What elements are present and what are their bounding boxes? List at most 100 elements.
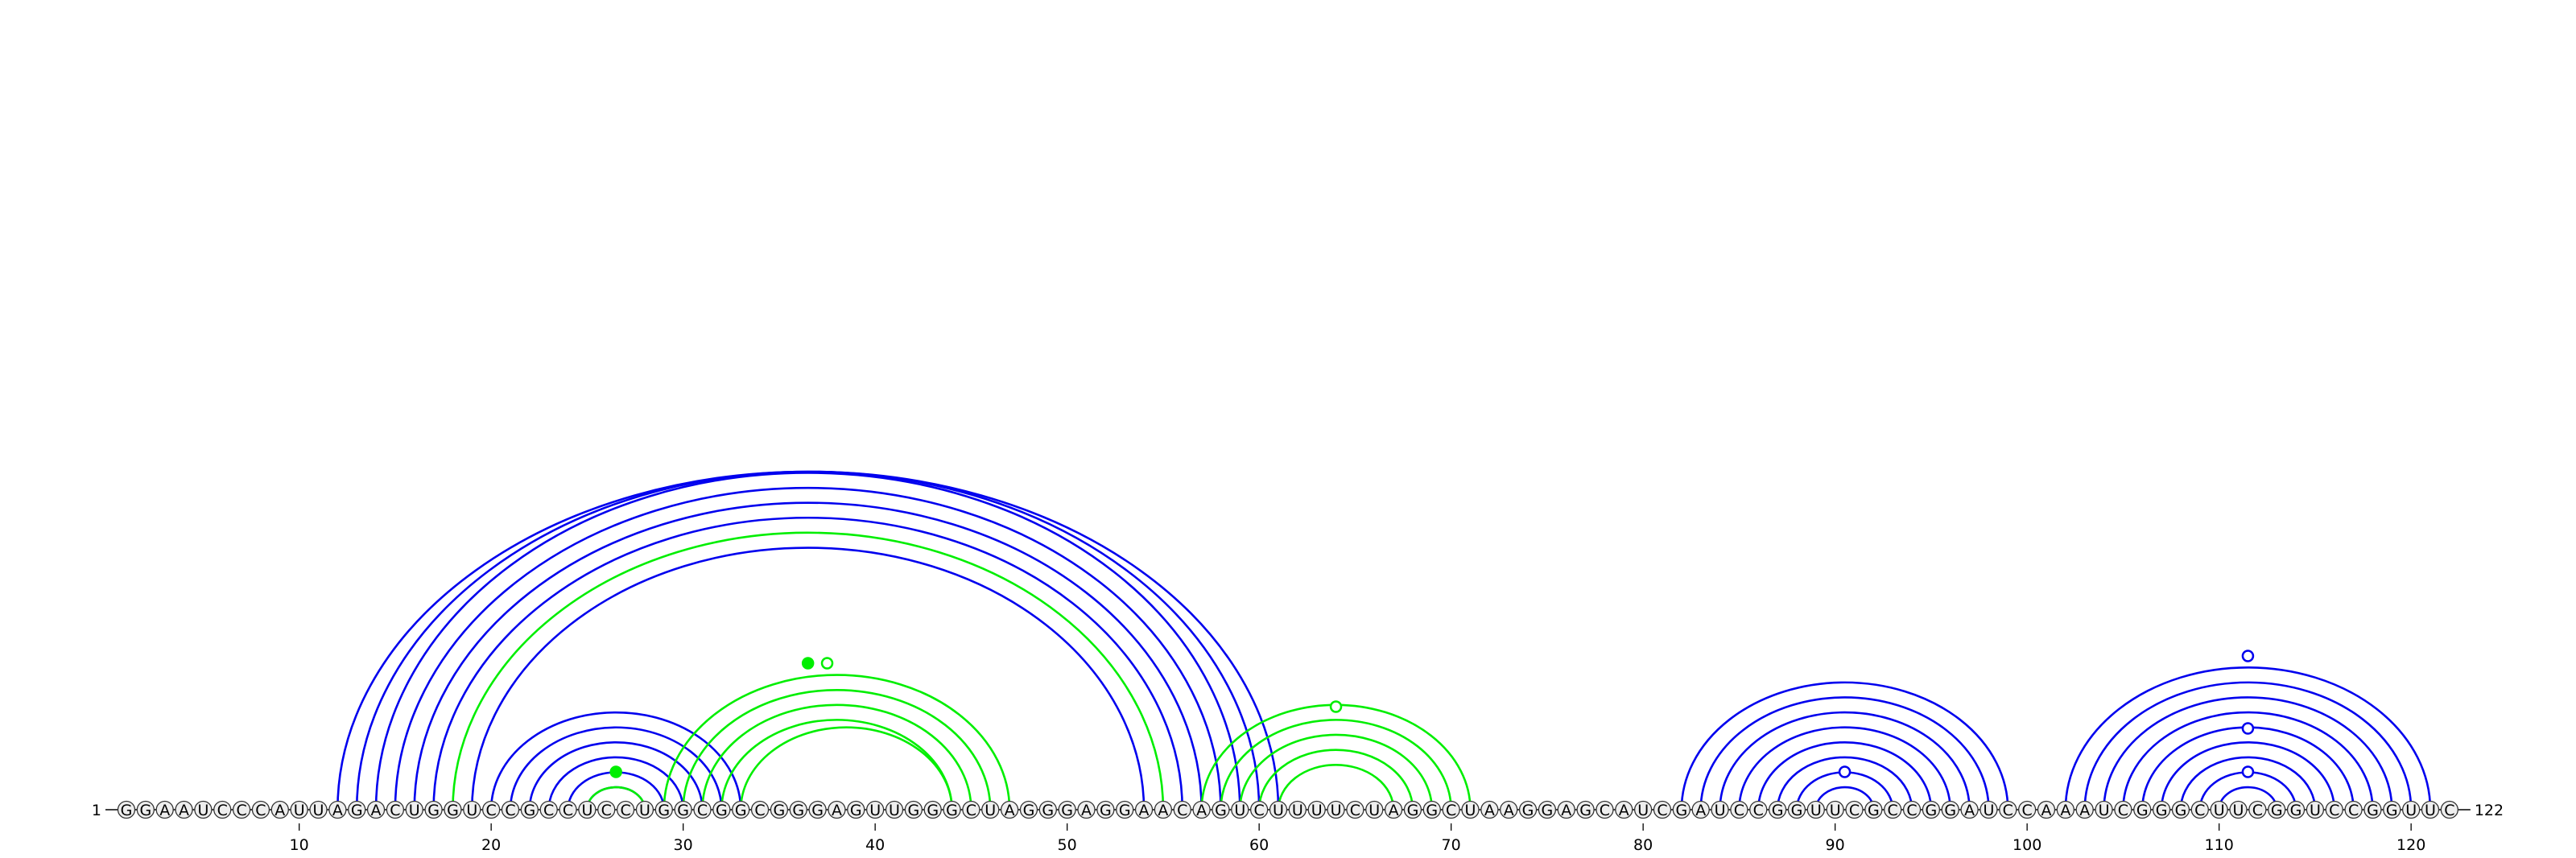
nucleotide-letter: A xyxy=(1139,802,1150,819)
nucleotide: G xyxy=(770,800,789,819)
nucleotide-circle xyxy=(1000,800,1019,819)
nucleotide-circle xyxy=(2363,800,2382,819)
base-pair-arc xyxy=(509,726,723,811)
nucleotide-letter: G xyxy=(1675,802,1687,819)
nucleotide-circle xyxy=(2114,800,2132,819)
base-pair-arc xyxy=(2160,740,2336,811)
nucleotide-circle xyxy=(1596,800,1614,819)
nucleotide: U xyxy=(578,800,597,819)
nucleotide: A xyxy=(828,800,846,819)
base-pair-arc xyxy=(413,501,1203,811)
nucleotide-circle xyxy=(1653,800,1672,819)
nucleotide-circle xyxy=(366,800,386,819)
nucleotide-circle xyxy=(463,800,481,819)
nucleotide-letter: C xyxy=(1753,802,1764,819)
tick-label: 50 xyxy=(1058,836,1077,854)
base-pair-arc xyxy=(682,688,992,811)
nucleotide: C xyxy=(750,800,770,819)
nucleotide-circle xyxy=(1231,800,1249,819)
nucleotide: U xyxy=(1461,800,1480,819)
base-pair-arc xyxy=(2103,696,2393,811)
tick-label: 40 xyxy=(865,836,885,854)
arc-marker xyxy=(2241,765,2255,778)
nucleotide-circle xyxy=(1077,800,1096,819)
nucleotide-letter: C xyxy=(543,802,554,819)
nucleotide-letter: A xyxy=(275,802,285,819)
nucleotide-circle xyxy=(654,800,673,819)
nucleotide-letter: G xyxy=(1791,802,1803,819)
nucleotide: G xyxy=(1058,800,1076,819)
nucleotide: G xyxy=(732,800,750,819)
nucleotide-circle xyxy=(1999,800,2017,819)
nucleotide-letter: G xyxy=(2136,802,2149,819)
nucleotide-circle xyxy=(943,800,961,819)
nucleotide: C xyxy=(1173,800,1191,819)
nucleotide-letter: C xyxy=(2118,802,2128,819)
nucleotide-letter: A xyxy=(2041,802,2052,819)
nucleotide-circle xyxy=(1038,800,1057,819)
nucleotide-circle xyxy=(1902,800,1922,819)
nucleotide-letter: A xyxy=(1196,802,1207,819)
nucleotide: U xyxy=(981,800,1000,819)
nucleotide: U xyxy=(2095,800,2113,819)
base-pair-arc xyxy=(1757,740,1933,811)
nucleotide: A xyxy=(1615,800,1633,819)
base-pair-arc xyxy=(1699,696,1990,811)
nucleotide-letter: C xyxy=(966,802,976,819)
nucleotide-letter: C xyxy=(1888,802,1898,819)
nucleotide-letter: G xyxy=(927,802,939,819)
nucleotide-letter: G xyxy=(1542,802,1554,819)
nucleotide-circle xyxy=(270,800,289,819)
nucleotide-circle xyxy=(616,800,635,819)
nucleotide-letter: U xyxy=(1637,802,1649,819)
nucleotide: C xyxy=(386,800,405,819)
nucleotide-letter: G xyxy=(2290,802,2302,819)
nucleotide: G xyxy=(2363,800,2382,819)
nucleotide: U xyxy=(1826,800,1844,819)
nucleotide-letter: G xyxy=(658,802,670,819)
nucleotide-letter: G xyxy=(1215,802,1227,819)
nucleotide-letter: C xyxy=(217,802,228,819)
base-pair-arc xyxy=(528,740,704,811)
base-pair-arc xyxy=(1738,726,1952,811)
nucleotide: C xyxy=(1442,800,1460,819)
nucleotide-letter: C xyxy=(1734,802,1744,819)
nucleotide-letter: G xyxy=(1023,802,1035,819)
nucleotide-circle xyxy=(1518,800,1538,819)
nucleotide-circle xyxy=(1365,800,1384,819)
nucleotide-circle xyxy=(1480,800,1499,819)
nucleotide: C xyxy=(2440,800,2459,819)
nucleotide-letter: U xyxy=(889,802,900,819)
nucleotide: U xyxy=(194,800,213,819)
nucleotide-letter: C xyxy=(2194,802,2205,819)
nucleotide-letter: G xyxy=(774,802,786,819)
tick-label: 20 xyxy=(481,836,501,854)
nucleotide-letter: A xyxy=(832,802,842,819)
nucleotide-letter: U xyxy=(313,802,324,819)
nucleotide-circle xyxy=(1384,800,1403,819)
nucleotide: U xyxy=(1711,800,1729,819)
nucleotide: G xyxy=(1941,800,1959,819)
nucleotide-circle xyxy=(1422,800,1441,819)
nucleotide: C xyxy=(251,800,270,819)
nucleotide-letter: G xyxy=(447,802,459,819)
nucleotide-circle xyxy=(1212,800,1230,819)
nucleotide: G xyxy=(1518,800,1538,819)
nucleotide: G xyxy=(674,800,692,819)
nucleotide-letter: G xyxy=(1522,802,1534,819)
base-pair-arc xyxy=(2122,711,2374,811)
nucleotide: C xyxy=(2248,800,2267,819)
nucleotide-circle xyxy=(136,800,155,819)
nucleotide-letter: A xyxy=(1504,802,1514,819)
nucleotide-letter: G xyxy=(351,802,363,819)
nucleotide-circle xyxy=(885,800,904,819)
nucleotide-letter: G xyxy=(1061,802,1073,819)
nucleotide: U xyxy=(1365,800,1384,819)
nucleotide-circle xyxy=(2325,800,2343,819)
nucleotide-letter: G xyxy=(811,802,824,819)
nucleotide-letter: C xyxy=(2022,802,2033,819)
nucleotide-circle xyxy=(674,800,692,819)
nucleotide-circle xyxy=(2095,800,2113,819)
nucleotide: A xyxy=(1154,800,1173,819)
